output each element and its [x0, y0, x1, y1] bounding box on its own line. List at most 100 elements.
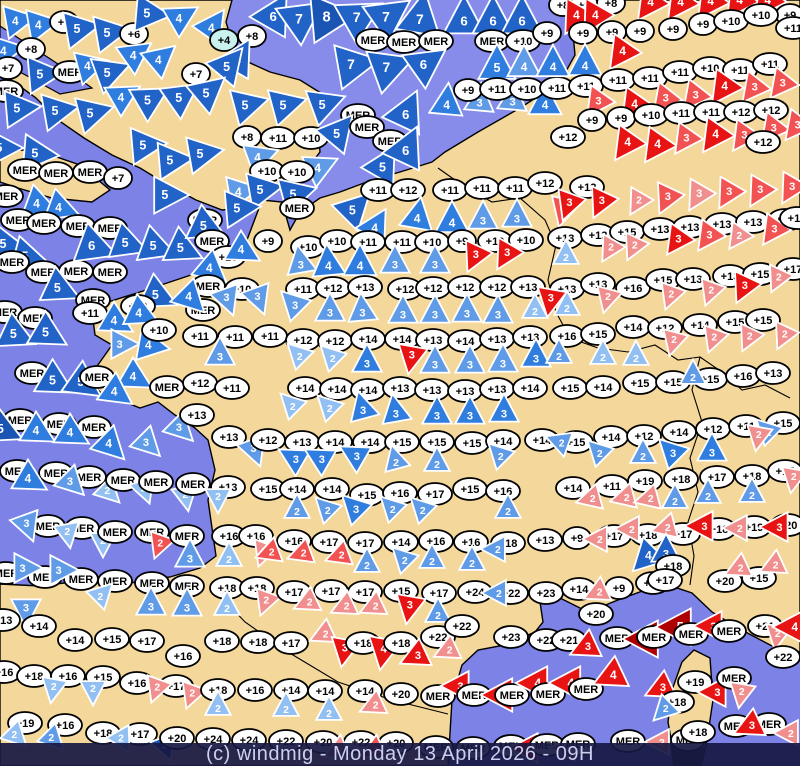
wind-point: 2	[582, 575, 613, 601]
temp-point: +16	[165, 644, 201, 668]
wind-force-value: 5	[103, 26, 110, 40]
temp-point: +12	[182, 371, 218, 395]
wind-force-value: 5	[223, 60, 230, 74]
wind-force-value: 2	[495, 545, 501, 556]
wind-force-value: 3	[143, 437, 149, 449]
temperature-value: +11	[731, 65, 749, 77]
temperature-value: +10	[423, 237, 442, 249]
wind-arrow-icon	[391, 546, 421, 576]
wind-force-value: 2	[434, 460, 440, 471]
wind-force-value: 2	[624, 493, 630, 504]
wind-point: 3	[279, 289, 313, 323]
wind-point: 4	[138, 44, 177, 81]
wind-force-value: 3	[683, 132, 689, 144]
temperature-value: +17	[131, 729, 150, 741]
temperature-badge	[217, 325, 253, 349]
wind-point: 4	[636, 0, 672, 22]
temperature-value: +14	[359, 385, 379, 397]
wind-force-value: 4	[677, 0, 684, 9]
wind-force-value: 2	[215, 704, 221, 715]
wind-force-value: 4	[145, 338, 152, 352]
wind-force-value: 7	[353, 9, 361, 25]
wind-force-value: 3	[56, 565, 62, 577]
wind-force-value: 2	[663, 704, 669, 715]
temp-point: +14	[555, 476, 591, 500]
sea-label-text: MER	[69, 574, 94, 586]
wind-force-value: 3	[432, 259, 438, 271]
wind-force-value: 2	[559, 438, 565, 449]
wind-arrow-icon	[329, 589, 360, 615]
temperature-value: +14	[570, 584, 590, 596]
wind-force-value: 3	[749, 720, 755, 732]
wind-point: 3	[682, 77, 715, 112]
wind-force-value: 3	[714, 687, 720, 699]
wind-force-value: 3	[393, 408, 399, 420]
temp-point: +14	[615, 315, 651, 339]
temp-point: MER	[279, 196, 315, 220]
temperature-value: +13	[220, 432, 239, 444]
temperature-value: +20	[392, 689, 411, 701]
temperature-badge	[237, 678, 273, 702]
wind-force-value: 5	[0, 422, 4, 436]
temperature-value: +10	[701, 63, 720, 75]
temp-point: +9	[453, 78, 483, 102]
wind-point: 2	[493, 491, 523, 519]
temperature-value: +10	[288, 167, 307, 179]
temperature-value: +19	[686, 677, 705, 689]
temperature-value: +13	[681, 222, 700, 234]
wind-force-value: 3	[480, 215, 486, 227]
wind-point: 5	[0, 405, 25, 443]
temperature-value: +14	[624, 322, 644, 334]
temperature-value: +9	[586, 115, 599, 127]
wind-force-value: 4	[67, 426, 74, 440]
wind-point: 3	[487, 391, 521, 423]
wind-arrow-icon	[73, 97, 116, 136]
temperature-value: +11	[191, 331, 209, 343]
wind-force-value: 2	[64, 527, 70, 538]
wind-force-value: 4	[357, 259, 364, 273]
wind-point: 5	[129, 126, 170, 167]
wind-force-value: 5	[104, 66, 111, 80]
temp-point: +23	[493, 625, 529, 649]
wind-arrow-icon	[625, 231, 651, 262]
temp-point: +9	[577, 108, 607, 132]
wind-point: 3	[13, 551, 45, 585]
wind-point: 4	[643, 125, 679, 164]
sea-label-text: MER	[462, 690, 487, 702]
wind-force-value: 7	[382, 9, 390, 25]
wind-force-value: 5	[31, 147, 38, 161]
wind-force-value: 5	[349, 204, 356, 218]
wind-arrow-icon	[323, 538, 354, 566]
temperature-value: +13	[456, 386, 475, 398]
wind-force-value: 3	[514, 213, 520, 225]
temp-point: +15	[454, 431, 490, 455]
wind-arrow-icon	[138, 44, 177, 81]
temp-point: +16	[237, 678, 273, 702]
temperature-value: +22	[429, 632, 448, 644]
temp-point: MER	[72, 160, 108, 184]
temperature-value: +14	[66, 635, 86, 647]
temperature-badge	[165, 644, 201, 668]
temperature-value: +12	[559, 132, 578, 144]
sea-label-text: MER	[0, 257, 24, 269]
temperature-value: +11	[226, 332, 244, 344]
wind-point: 3	[741, 69, 774, 104]
wind-point: 3	[128, 424, 162, 458]
wind-arrow-icon	[314, 693, 344, 721]
wind-point: 3	[500, 196, 534, 228]
wind-force-value: 4	[235, 185, 242, 199]
temperature-badge	[141, 318, 177, 342]
wind-force-value: 4	[12, 14, 19, 28]
wind-force-value: 3	[20, 563, 26, 575]
wind-arrow-icon	[170, 585, 204, 617]
wind-arrow-icon	[732, 706, 768, 736]
wind-arrow-icon	[302, 448, 338, 478]
wind-force-value: 3	[364, 358, 370, 370]
wind-point: 3	[734, 269, 764, 305]
wind-force-value: 2	[773, 560, 779, 571]
wind-force-value: 2	[640, 452, 646, 463]
temperature-value: +11	[81, 308, 99, 320]
temperature-value: +10	[514, 36, 533, 48]
wind-force-value: 3	[392, 259, 398, 271]
wind-force-value: 5	[196, 147, 203, 161]
